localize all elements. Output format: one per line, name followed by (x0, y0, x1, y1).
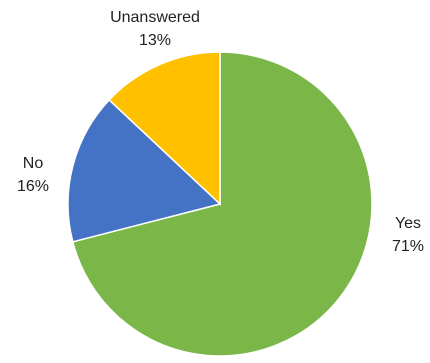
slice-label-no: No (23, 155, 44, 172)
pie-slices (67, 51, 373, 357)
slice-percent-yes: 71% (392, 238, 424, 255)
slice-percent-no: 16% (17, 178, 49, 195)
pie-slice-yes (71, 51, 373, 357)
pie-slice-no (67, 98, 222, 243)
pie-labels: Yes 71% No 16% Unanswered 13% (17, 9, 424, 255)
pie-slice-unanswered (108, 51, 221, 206)
slice-label-unanswered: Unanswered (110, 9, 200, 26)
slice-label-yes: Yes (395, 215, 421, 232)
slice-percent-unanswered: 13% (139, 32, 171, 49)
